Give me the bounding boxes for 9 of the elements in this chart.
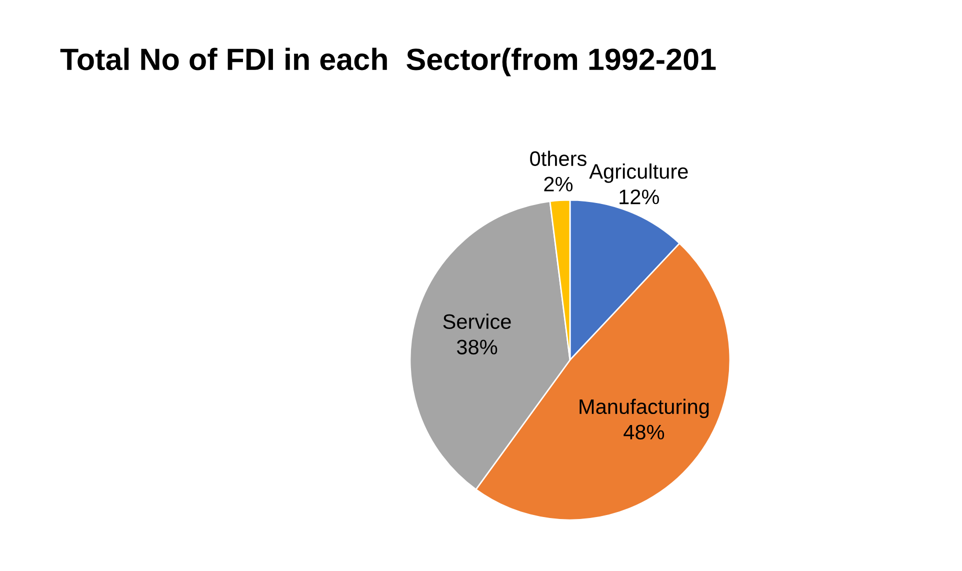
data-label: 2%	[544, 176, 573, 192]
data-label: 38%	[456, 340, 498, 354]
slice-label: 0thers	[530, 150, 586, 166]
data-label: 12%	[620, 190, 660, 204]
slice-label: Manufacturing	[580, 398, 709, 418]
slice-label: Service	[443, 314, 511, 329]
chart-title: Total No of FDI in each Sector(from 1992-201	[60, 48, 716, 76]
slice-label: Agriculture	[589, 164, 688, 183]
data-label: 48%	[624, 424, 664, 440]
